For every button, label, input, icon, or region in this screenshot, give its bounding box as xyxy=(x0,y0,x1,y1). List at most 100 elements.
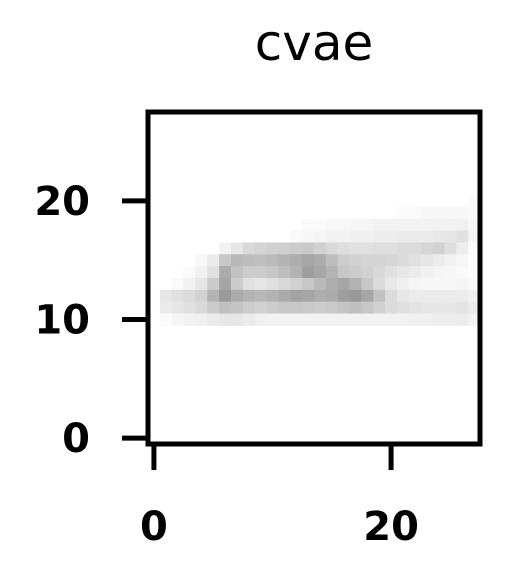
heatmap-cell xyxy=(207,313,220,326)
plot-frame xyxy=(145,109,483,447)
heatmap-cell xyxy=(266,301,279,314)
heatmap-cell xyxy=(314,289,327,303)
heatmap-cell xyxy=(254,278,267,291)
heatmap-cell xyxy=(373,230,386,243)
heatmap-cell xyxy=(385,278,398,291)
heatmap-cell xyxy=(325,313,339,326)
heatmap-cell xyxy=(420,278,433,291)
heatmap-cell xyxy=(337,278,350,291)
heatmap-cell xyxy=(254,301,267,314)
heatmap-cell xyxy=(432,206,445,220)
heatmap-cell xyxy=(325,230,339,243)
heatmap-cell xyxy=(337,289,350,303)
heatmap-cell xyxy=(325,301,339,314)
heatmap-cell xyxy=(385,313,398,326)
heatmap-cell xyxy=(278,278,291,291)
heatmap-cell xyxy=(219,242,232,255)
heatmap-cell xyxy=(456,230,469,243)
heatmap-cell xyxy=(408,230,422,243)
heatmap-cell xyxy=(302,278,315,291)
heatmap-cell xyxy=(468,301,481,314)
heatmap-cell xyxy=(444,230,457,243)
heatmap-cell xyxy=(385,230,398,243)
heatmap-cell xyxy=(349,254,362,267)
heatmap-cell xyxy=(456,301,469,314)
heatmap-cell xyxy=(231,278,244,291)
heatmap-cell xyxy=(420,242,433,255)
heatmap-cell xyxy=(397,218,410,231)
heatmap-cell xyxy=(397,266,410,279)
y-axis: 0 10 20 xyxy=(34,179,148,462)
heatmap-cell xyxy=(242,242,256,255)
heatmap-cell xyxy=(349,301,362,314)
heatmap-cell xyxy=(314,266,327,279)
heatmap-cell xyxy=(432,313,445,326)
heatmap-cell xyxy=(242,254,256,267)
heatmap-cell xyxy=(290,301,303,314)
heatmap-cell xyxy=(219,289,232,303)
heatmap-cell xyxy=(254,266,267,279)
heatmap-cell xyxy=(266,266,279,279)
heatmap-cell xyxy=(456,254,469,267)
heatmap-cell xyxy=(432,254,445,267)
heatmap-cell xyxy=(195,266,208,279)
heatmap-cell xyxy=(337,301,350,314)
heatmap-cell xyxy=(361,242,374,255)
heatmap-cell xyxy=(468,195,481,208)
heatmap-cell xyxy=(278,254,291,267)
heatmap-cell xyxy=(314,218,327,231)
heatmap-cell xyxy=(266,254,279,267)
heatmap-cell xyxy=(337,242,350,255)
heatmap-cell xyxy=(183,301,196,314)
heatmap-cell xyxy=(314,313,327,326)
heatmap-cell xyxy=(171,313,184,326)
heatmap-cell xyxy=(349,242,362,255)
heatmap-cell xyxy=(302,242,315,255)
y-tick-label: 0 xyxy=(62,416,90,462)
heatmap-cell xyxy=(397,254,410,267)
heatmap-cell xyxy=(207,278,220,291)
heatmap-cell xyxy=(242,266,256,279)
x-tick-label: 20 xyxy=(363,504,419,550)
heatmap-cell xyxy=(337,266,350,279)
heatmap-cell xyxy=(254,289,267,303)
heatmap-cell xyxy=(361,254,374,267)
heatmap-cell xyxy=(314,254,327,267)
heatmap-cell xyxy=(385,218,398,231)
heatmap-cell xyxy=(302,289,315,303)
heatmap-cell xyxy=(468,218,481,231)
heatmap-cell xyxy=(432,266,445,279)
heatmap-cell xyxy=(385,289,398,303)
heatmap-cell xyxy=(456,278,469,291)
heatmap-cell xyxy=(171,301,184,314)
heatmap-cell xyxy=(302,266,315,279)
heatmap-cell xyxy=(432,218,445,231)
heatmap-cell xyxy=(207,254,220,267)
heatmap-cell xyxy=(408,266,422,279)
heatmap-cell xyxy=(219,278,232,291)
heatmap-cell xyxy=(361,313,374,326)
heatmap-cell xyxy=(361,266,374,279)
heatmap-cell xyxy=(219,313,232,326)
heatmap-cell xyxy=(337,254,350,267)
heatmap-cell xyxy=(290,278,303,291)
heatmap-cell xyxy=(231,254,244,267)
heatmap-cell xyxy=(420,206,433,220)
heatmap-cell xyxy=(468,278,481,291)
heatmap-cell xyxy=(456,206,469,220)
heatmap-cell xyxy=(432,289,445,303)
heatmap-cell xyxy=(325,254,339,267)
heatmap-cell xyxy=(444,242,457,255)
heatmap-cell xyxy=(468,289,481,303)
heatmap-cell xyxy=(349,289,362,303)
heatmap-cell xyxy=(219,254,232,267)
heatmap-cell xyxy=(231,242,244,255)
heatmap-cell xyxy=(432,278,445,291)
heatmap-cell xyxy=(468,242,481,255)
heatmap-cell xyxy=(278,301,291,314)
heatmap-cell xyxy=(159,313,173,326)
heatmap-cell xyxy=(254,254,267,267)
chart-title: cvae xyxy=(255,14,373,72)
heatmap-cell xyxy=(159,289,173,303)
heatmap-cell xyxy=(432,301,445,314)
